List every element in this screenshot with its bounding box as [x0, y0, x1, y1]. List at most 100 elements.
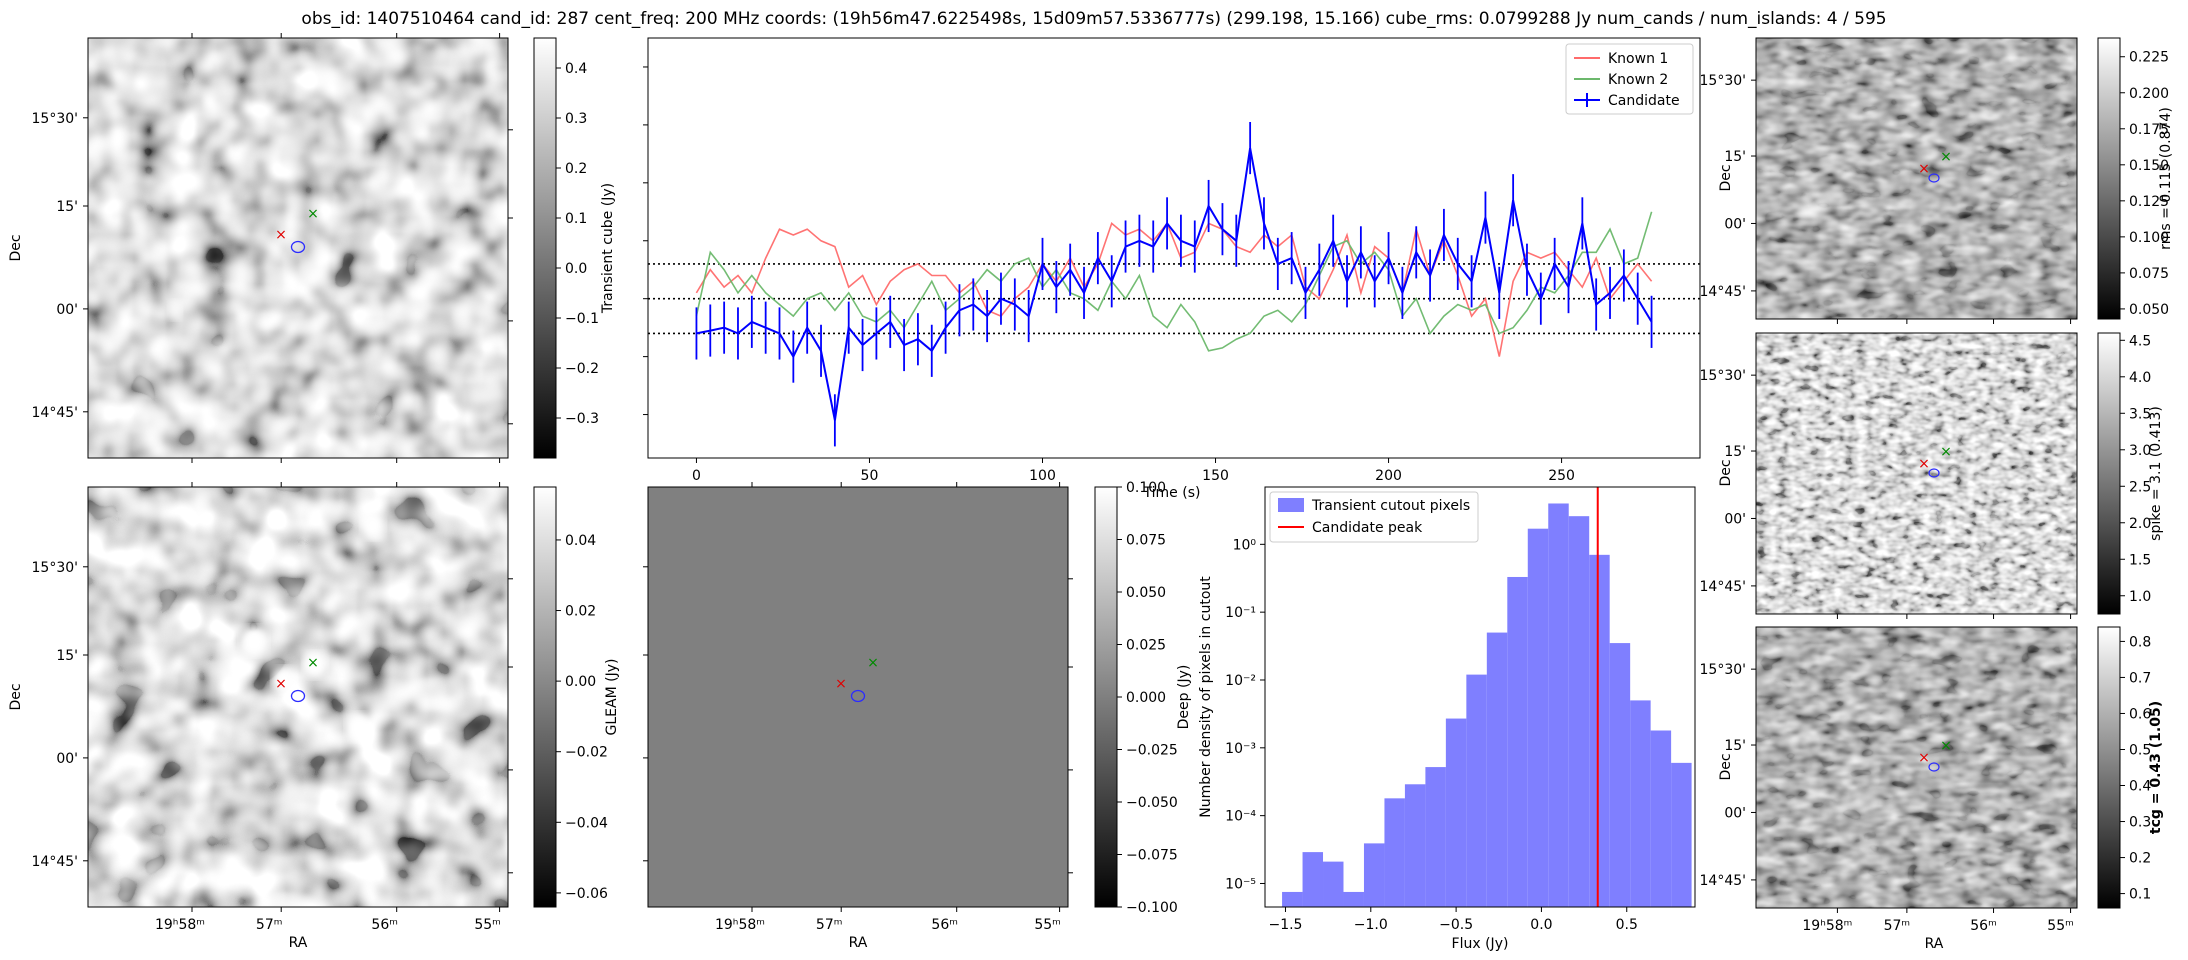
- candidate-marker-red: ×: [275, 676, 287, 692]
- series-line-known-1: [695, 221, 1653, 357]
- colorbar-tick-label: 0.050: [2129, 302, 2169, 318]
- y-tick-label: 10⁻²: [1225, 673, 1256, 689]
- colorbar-tick-label: 0.6: [2129, 706, 2151, 722]
- x-tick-label: −1.5: [1268, 917, 1302, 933]
- colorbar-tick-label: 1.0: [2129, 589, 2151, 605]
- series-line-known-2: [695, 211, 1653, 352]
- dec-tick-label: 14°45': [1700, 579, 1746, 595]
- known-marker-green: ×: [1940, 444, 1952, 460]
- lightcurve-chart: 0 50 100 150 200 250 Time (s) Known 1 Known 2 Can…: [643, 37, 1701, 501]
- gleam-image: [88, 487, 508, 907]
- colorbar-tick-label: 0.2: [2129, 851, 2151, 867]
- candidate-marker-red: ×: [275, 227, 287, 243]
- dec-tick-label: 15°30': [32, 111, 78, 127]
- colorbar-tick-label: 0.175: [2129, 122, 2169, 138]
- markers: × ×: [835, 655, 879, 703]
- colorbar-tick-label: 0.1: [565, 211, 587, 227]
- colorbar-tick-label: 0.000: [1126, 690, 1166, 706]
- y-tick-label: 10⁻³: [1225, 741, 1256, 757]
- histogram-bar: [1548, 503, 1569, 907]
- histogram-bar: [1589, 554, 1610, 907]
- colorbar: [2097, 626, 2121, 909]
- candidate-marker-red: ×: [1918, 161, 1930, 177]
- ra-tick-label: 55ᵐ: [2047, 918, 2074, 934]
- histogram-bar: [1302, 852, 1324, 907]
- colorbar-tick-label: 0.00: [565, 674, 596, 690]
- colorbar: [1094, 486, 1118, 908]
- dec-axis-label: Dec: [8, 234, 24, 261]
- candidate-marker-red: ×: [1918, 750, 1930, 766]
- ra-tick-label: 55ᵐ: [474, 917, 501, 933]
- dec-tick-label: 14°45': [32, 854, 78, 870]
- colorbar-tick-label: 0.225: [2129, 50, 2169, 66]
- bright-source: [168, 300, 182, 320]
- island-contour: [1928, 468, 1940, 478]
- ra-tick-label: 56ᵐ: [371, 917, 398, 933]
- legend-swatch: [1278, 498, 1304, 512]
- ra-tick-label: 19ʰ58ᵐ: [155, 917, 205, 933]
- colorbar-tick-label: 0.4: [2129, 779, 2151, 795]
- colorbar-tick-label: 0.125: [2129, 194, 2169, 210]
- dec-tick-label: 15°30': [1700, 662, 1746, 678]
- dec-tick-label: 00': [56, 302, 78, 318]
- colorbar-tick-label: 0.100: [2129, 230, 2169, 246]
- rms-panel: × × 15°30' 15' 00' 14°45' Dec 0.225 0.200 0.1…: [1700, 37, 2174, 324]
- histogram-bar: [1425, 767, 1446, 907]
- colorbar-tick-label: −0.06: [565, 886, 608, 902]
- known-marker-green: ×: [867, 655, 879, 671]
- dec-axis-label: Dec: [1718, 753, 1734, 780]
- colorbar-tick-label: 0.5: [2129, 742, 2151, 758]
- ra-tick-label: 56ᵐ: [931, 917, 958, 933]
- tcg-image: [1756, 627, 2077, 908]
- deep-image: [648, 487, 1068, 907]
- markers: × ×: [275, 655, 319, 703]
- colorbar-tick-label: −0.02: [565, 745, 608, 761]
- gleam-sources: [240, 513, 385, 741]
- colorbar-tick-label: 0.0: [565, 261, 587, 277]
- dec-tick-label: 15': [56, 199, 78, 215]
- candidate-marker-red: ×: [1918, 456, 1930, 472]
- histogram-bar: [1445, 718, 1467, 907]
- x-tick-label: 0.0: [1530, 917, 1552, 933]
- dec-tick-label: 00': [56, 751, 78, 767]
- colorbar-tick-label: 2.0: [2129, 516, 2151, 532]
- histogram-bar: [1323, 861, 1344, 907]
- known-marker-green: ×: [1940, 738, 1952, 754]
- ra-tick-label: 57ᵐ: [1884, 918, 1911, 934]
- colorbar-tick-label: 0.200: [2129, 86, 2169, 102]
- island-contour: [1928, 173, 1940, 183]
- colorbar-tick-label: 0.8: [2129, 634, 2151, 650]
- colorbar-tick-label: −0.100: [1126, 900, 1178, 916]
- dec-tick-label: 14°45': [1700, 873, 1746, 889]
- spike-image: [1756, 333, 2077, 614]
- markers: × ×: [1918, 738, 1952, 772]
- dec-axis-label: Dec: [8, 683, 24, 710]
- colorbar-tick-label: −0.3: [565, 411, 599, 427]
- colorbar: [2097, 37, 2121, 320]
- ra-tick-label: 57ᵐ: [816, 917, 843, 933]
- deep-panel: × × 19ʰ58ᵐ 57ᵐ 56ᵐ 55ᵐ RA 0.100 0.075 0.050 0.…: [643, 480, 1192, 951]
- lightcurve-legend: Known 1 Known 2 Candidate: [1565, 43, 1694, 115]
- histogram-bar: [1343, 891, 1364, 907]
- dec-tick-label: 15': [56, 648, 78, 664]
- dec-tick-label: 15': [1724, 149, 1746, 165]
- colorbar-tick-label: 1.5: [2129, 552, 2151, 568]
- legend-label: Transient cutout pixels: [1311, 498, 1470, 514]
- colorbar-label: rms = 0.115 (0.874): [2158, 107, 2174, 250]
- colorbar: [533, 486, 557, 908]
- x-tick-label: 0.5: [1616, 917, 1638, 933]
- colorbar: [533, 37, 557, 459]
- colorbar-tick-label: 0.3: [565, 111, 587, 127]
- histogram-bar: [1630, 700, 1651, 907]
- dec-axis-label: Dec: [1718, 459, 1734, 486]
- dec-tick-label: 15°30': [1700, 368, 1746, 384]
- legend-label: Candidate peak: [1312, 520, 1423, 536]
- ra-tick-label: 19ʰ58ᵐ: [1802, 918, 1852, 934]
- figure-title: obs_id: 1407510464 cand_id: 287 cent_fre…: [301, 9, 1886, 29]
- dec-tick-label: 00': [1724, 805, 1746, 821]
- histogram-bar: [1363, 843, 1385, 907]
- dec-tick-label: 15°30': [32, 560, 78, 576]
- colorbar-tick-label: 0.3: [2129, 815, 2151, 831]
- colorbar-tick-label: 0.7: [2129, 670, 2151, 686]
